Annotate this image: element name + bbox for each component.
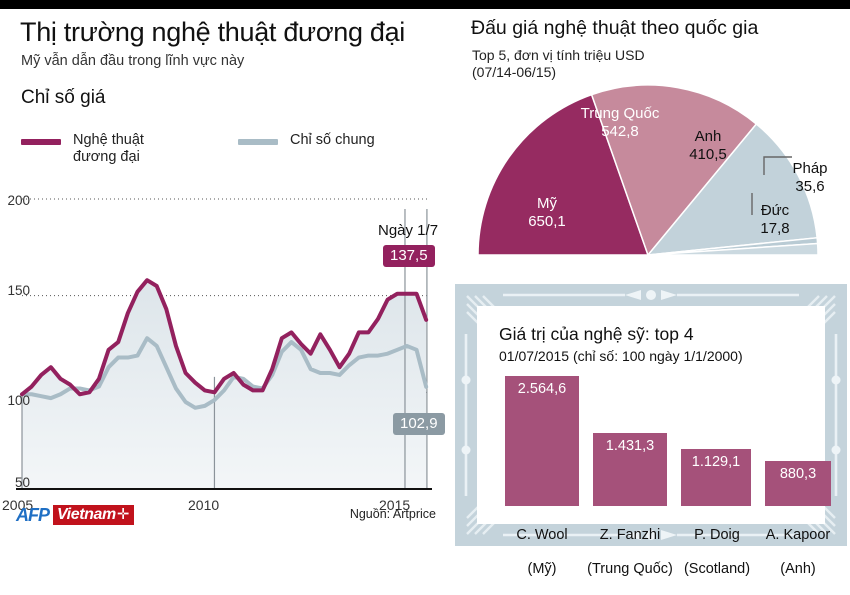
bar-value-c-wool: 2.564,6	[517, 381, 567, 397]
legend-swatch-contemporary-icon	[21, 139, 61, 145]
pie-label-my-value: 650,1	[528, 213, 566, 230]
legend-label-general: Chỉ số chung	[290, 132, 375, 148]
callout-badge-contemporary: 137,5	[383, 245, 435, 267]
bar-caption-p-doig-country: (Scotland)	[683, 561, 751, 577]
pie-chart-subtitle: Top 5, đơn vị tính triệu USD (07/14-06/1…	[472, 47, 645, 80]
pie-label-trungquoc-value: 542,8	[601, 123, 639, 140]
pie-label-anh-name: Anh	[694, 128, 722, 145]
plus-icon: ✛	[116, 506, 130, 523]
bar-c-wool: 2.564,6	[505, 376, 579, 506]
line-chart-legend: Nghệ thuật đương đại Chỉ số chung	[21, 132, 441, 178]
price-index-section-title: Chỉ số giá	[21, 87, 106, 108]
page-subtitle: Mỹ vẫn dẫn đầu trong lĩnh vực này	[21, 53, 245, 69]
artist-value-panel: Giá trị của nghệ sỹ: top 4 01/07/2015 (c…	[455, 284, 847, 577]
x-tick-2015: 2015	[379, 497, 411, 513]
y-tick-50: 50	[14, 475, 30, 490]
pie-chart-svg	[477, 84, 819, 257]
bar-p-doig: 1.129,1	[681, 449, 751, 506]
bar-a-kapoor: 880,3	[765, 461, 831, 506]
line-chart-svg	[16, 198, 432, 490]
artist-bar-chart: 2.564,6 C. Wool (Mỹ) 1.431,3 Z. Fanzhi (…	[495, 376, 831, 577]
bar-caption-z-fanzhi-name: Z. Fanzhi	[599, 527, 661, 543]
pie-label-phap: Pháp 35,6	[772, 160, 848, 196]
bar-caption-z-fanzhi-country: (Trung Quốc)	[587, 561, 673, 577]
right-column: Đấu giá nghệ thuật theo quốc gia Top 5, …	[452, 9, 850, 577]
pie-label-my-name: Mỹ	[537, 195, 557, 212]
bar-z-fanzhi: 1.431,3	[593, 433, 667, 506]
pie-chart: Mỹ 650,1 Trung Quốc 542,8 Anh 410,5 Đức …	[452, 65, 850, 280]
callout-date-label: Ngày 1/7	[378, 222, 439, 239]
bar-value-p-doig: 1.129,1	[691, 454, 741, 470]
bar-caption-c-wool: C. Wool (Mỹ)	[493, 510, 591, 595]
bar-value-a-kapoor: 880,3	[779, 466, 817, 482]
bar-caption-a-kapoor: A. Kapoor (Anh)	[753, 510, 843, 595]
line-chart: 200 150 100 50 2005 2010 2015 Ngày 1/7 1…	[0, 177, 452, 522]
legend-item-contemporary: Nghệ thuật đương đại	[21, 132, 144, 166]
panel-subtitle: 01/07/2015 (chỉ số: 100 ngày 1/1/2000)	[499, 348, 743, 364]
bar-caption-z-fanzhi: Z. Fanzhi (Trung Quốc)	[579, 510, 681, 595]
pie-label-phap-name: Pháp	[792, 160, 828, 177]
y-tick-150: 150	[7, 283, 30, 298]
bar-caption-a-kapoor-name: A. Kapoor	[765, 527, 831, 543]
bar-value-z-fanzhi: 1.431,3	[605, 438, 655, 454]
y-tick-200: 200	[7, 193, 30, 208]
vietnam-logo-badge: Vietnam ✛	[53, 505, 135, 525]
legend-label-contemporary: Nghệ thuật đương đại	[73, 132, 144, 165]
pie-chart-title: Đấu giá nghệ thuật theo quốc gia	[471, 17, 759, 39]
pie-label-duc-value: 17,8	[760, 220, 790, 237]
panel-inner-white: Giá trị của nghệ sỹ: top 4 01/07/2015 (c…	[477, 306, 831, 577]
left-column: Thị trường nghệ thuật đương đại Mỹ vẫn d…	[0, 9, 452, 548]
y-tick-100: 100	[7, 393, 30, 408]
pie-label-anh-value: 410,5	[689, 146, 727, 163]
bar-caption-c-wool-country: (Mỹ)	[527, 561, 557, 577]
legend-item-general: Chỉ số chung	[238, 132, 375, 149]
x-tick-2005: 2005	[2, 497, 34, 513]
x-tick-2010: 2010	[188, 497, 220, 513]
page-title: Thị trường nghệ thuật đương đại	[20, 17, 405, 47]
pie-label-my: Mỹ 650,1	[492, 195, 602, 231]
pie-label-trungquoc-name: Trung Quốc	[580, 105, 660, 122]
pie-label-trungquoc: Trung Quốc 542,8	[560, 105, 680, 141]
vietnam-logo-text: Vietnam	[57, 506, 116, 523]
bar-caption-p-doig-name: P. Doig	[694, 527, 740, 543]
source-credit: Nguồn: Artprice	[349, 507, 436, 521]
pie-label-phap-value: 35,6	[795, 178, 825, 195]
afp-logo-text: AFP	[16, 505, 50, 525]
panel-title: Giá trị của nghệ sỹ: top 4	[499, 324, 694, 344]
bar-caption-c-wool-name: C. Wool	[516, 527, 568, 543]
pie-label-anh: Anh 410,5	[658, 128, 758, 164]
top-black-bar	[0, 0, 850, 9]
legend-swatch-general-icon	[238, 139, 278, 145]
bar-caption-p-doig: P. Doig (Scotland)	[671, 510, 763, 595]
pie-label-duc: Đức 17,8	[737, 202, 813, 238]
callout-badge-general: 102,9	[393, 413, 445, 435]
afp-vietnam-logo: AFP Vietnam ✛	[16, 505, 135, 525]
bar-caption-a-kapoor-country: (Anh)	[780, 561, 816, 577]
pie-label-duc-name: Đức	[760, 202, 790, 219]
